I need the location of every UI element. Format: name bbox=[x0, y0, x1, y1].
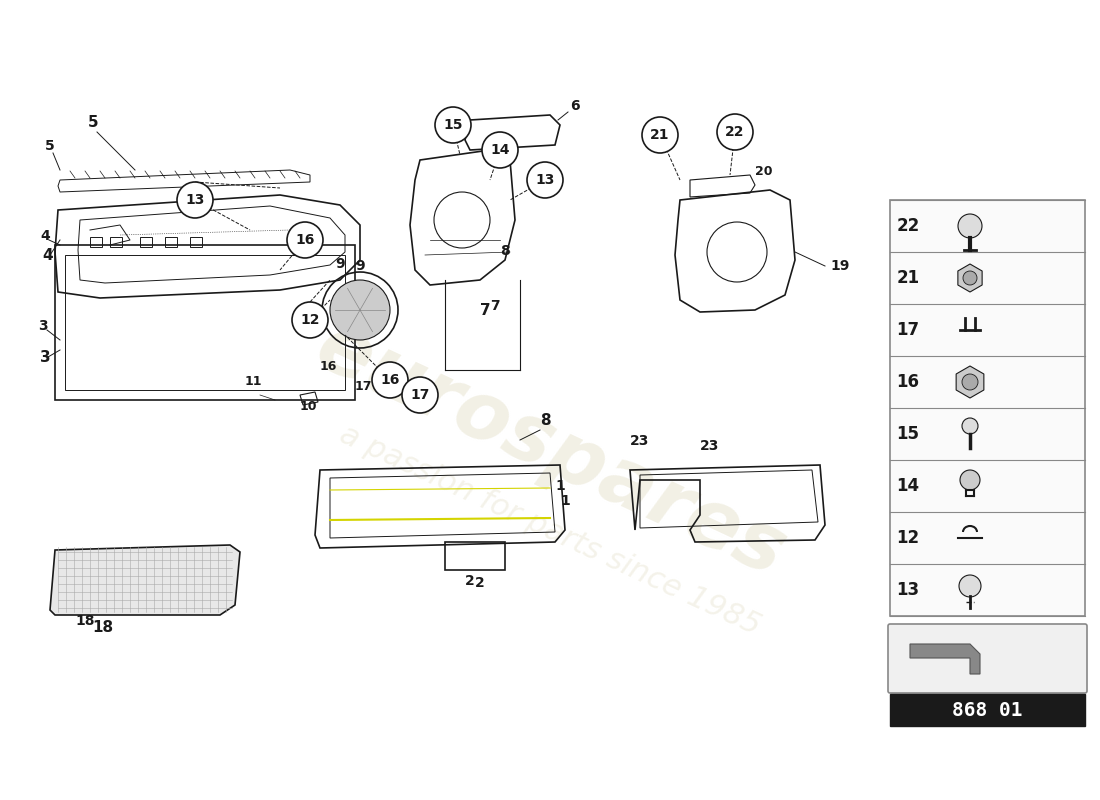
Bar bbox=[165, 237, 177, 247]
Polygon shape bbox=[956, 366, 983, 398]
Polygon shape bbox=[910, 644, 980, 674]
Circle shape bbox=[962, 374, 978, 390]
Text: 18: 18 bbox=[92, 620, 113, 635]
Text: 15: 15 bbox=[443, 118, 463, 132]
Text: 20: 20 bbox=[755, 165, 772, 178]
Bar bbox=[890, 694, 1085, 726]
Circle shape bbox=[642, 117, 678, 153]
Circle shape bbox=[434, 107, 471, 143]
Text: 7: 7 bbox=[480, 303, 491, 318]
Bar bbox=[140, 237, 152, 247]
Text: 9: 9 bbox=[355, 259, 365, 273]
Text: 5: 5 bbox=[88, 115, 99, 130]
Text: 15: 15 bbox=[896, 425, 920, 443]
Bar bbox=[190, 237, 202, 247]
Text: 12: 12 bbox=[896, 529, 920, 547]
Text: 868 01: 868 01 bbox=[953, 701, 1023, 719]
Text: 14: 14 bbox=[491, 143, 509, 157]
FancyBboxPatch shape bbox=[888, 624, 1087, 693]
Circle shape bbox=[402, 377, 438, 413]
Circle shape bbox=[958, 214, 982, 238]
Circle shape bbox=[372, 362, 408, 398]
Circle shape bbox=[717, 114, 754, 150]
Circle shape bbox=[960, 470, 980, 490]
Text: 9: 9 bbox=[336, 257, 344, 271]
Text: 21: 21 bbox=[650, 128, 670, 142]
Text: 7: 7 bbox=[490, 299, 499, 313]
Text: 12: 12 bbox=[300, 313, 320, 327]
Text: 4: 4 bbox=[40, 229, 49, 243]
Text: 11: 11 bbox=[245, 375, 263, 388]
Text: 16: 16 bbox=[896, 373, 920, 391]
Text: 13: 13 bbox=[185, 193, 205, 207]
Text: 21: 21 bbox=[896, 269, 920, 287]
Text: 17: 17 bbox=[410, 388, 430, 402]
Circle shape bbox=[287, 222, 323, 258]
Bar bbox=[55, 245, 355, 400]
Text: 1: 1 bbox=[556, 479, 564, 493]
Circle shape bbox=[292, 302, 328, 338]
Text: 23: 23 bbox=[700, 439, 719, 453]
Text: 23: 23 bbox=[630, 434, 649, 448]
Polygon shape bbox=[50, 545, 240, 615]
Text: 2: 2 bbox=[475, 576, 485, 590]
Bar bbox=[110, 237, 122, 247]
Text: 3: 3 bbox=[39, 319, 47, 333]
Circle shape bbox=[177, 182, 213, 218]
Text: 8: 8 bbox=[500, 244, 509, 258]
Text: 1: 1 bbox=[560, 494, 570, 508]
Text: eurospares: eurospares bbox=[302, 307, 798, 593]
Text: 3: 3 bbox=[40, 350, 51, 365]
Text: 22: 22 bbox=[896, 217, 920, 235]
Circle shape bbox=[959, 575, 981, 597]
Circle shape bbox=[962, 418, 978, 434]
Text: 2: 2 bbox=[465, 574, 475, 588]
Text: 19: 19 bbox=[830, 259, 849, 273]
Text: 5: 5 bbox=[45, 139, 55, 153]
Text: 18: 18 bbox=[75, 614, 95, 628]
Text: 13: 13 bbox=[896, 581, 920, 599]
Text: 4: 4 bbox=[42, 248, 53, 263]
Text: 14: 14 bbox=[896, 477, 920, 495]
Text: 17: 17 bbox=[355, 380, 373, 393]
Bar bbox=[90, 237, 102, 247]
Bar bbox=[446, 542, 505, 570]
Text: 16: 16 bbox=[295, 233, 315, 247]
Bar bbox=[890, 200, 1085, 616]
Text: 10: 10 bbox=[300, 400, 318, 413]
Text: 16: 16 bbox=[320, 360, 338, 373]
Text: 13: 13 bbox=[536, 173, 554, 187]
Text: 17: 17 bbox=[896, 321, 920, 339]
Text: 22: 22 bbox=[725, 125, 745, 139]
Text: 8: 8 bbox=[540, 413, 551, 428]
Bar bbox=[65, 255, 345, 390]
Circle shape bbox=[482, 132, 518, 168]
Text: 16: 16 bbox=[381, 373, 399, 387]
Circle shape bbox=[330, 280, 390, 340]
Text: a passion for parts since 1985: a passion for parts since 1985 bbox=[336, 419, 764, 641]
Polygon shape bbox=[958, 264, 982, 292]
Circle shape bbox=[527, 162, 563, 198]
Circle shape bbox=[962, 271, 977, 285]
Text: 6: 6 bbox=[570, 99, 580, 113]
